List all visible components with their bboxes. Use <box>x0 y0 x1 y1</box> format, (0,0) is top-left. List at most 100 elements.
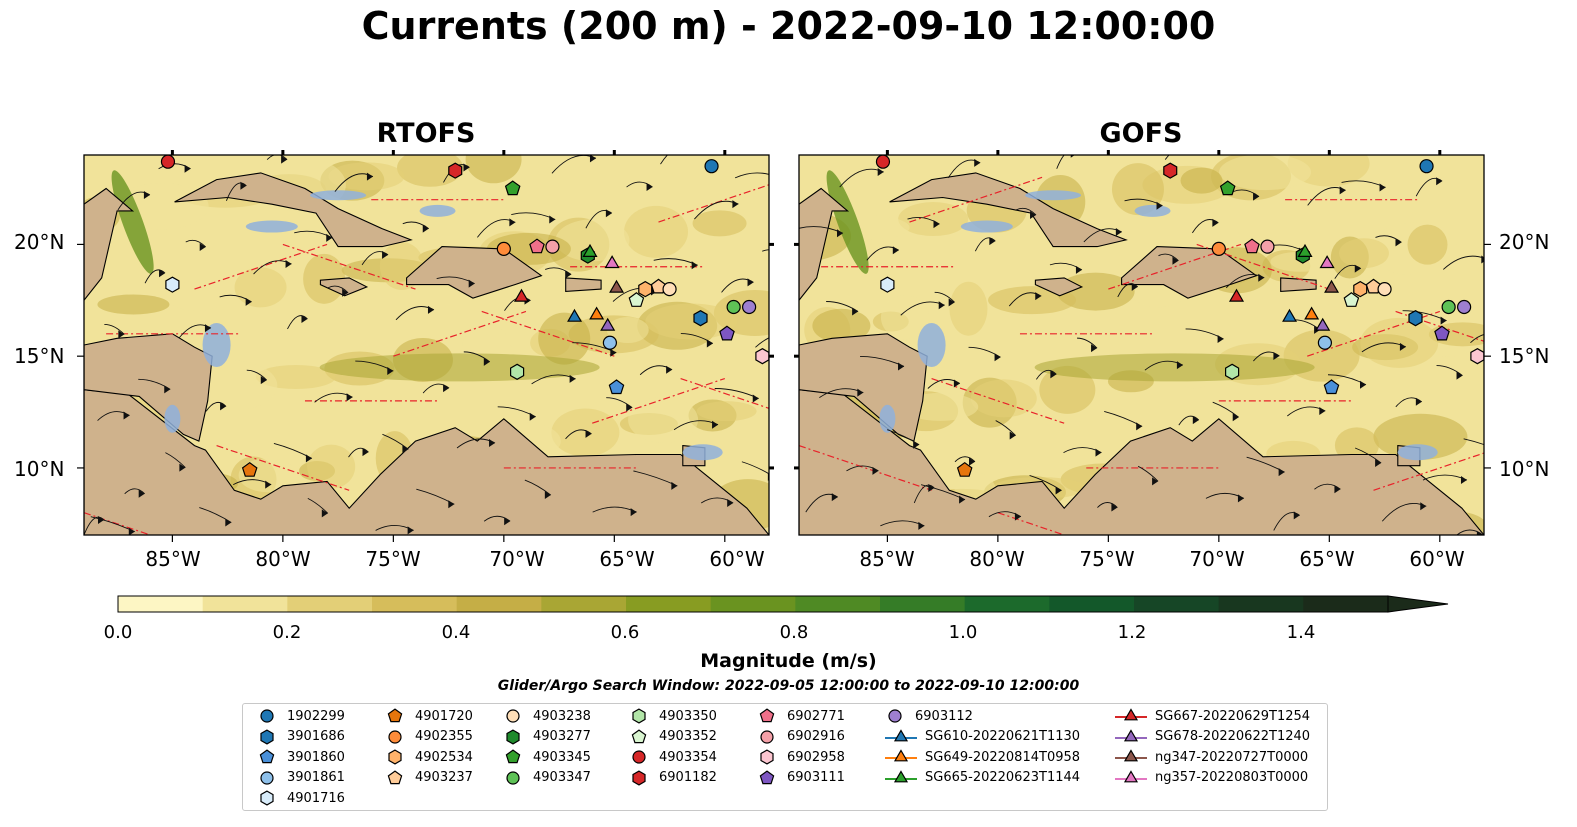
platform-marker-4903354 <box>160 154 176 169</box>
colorbar-segment <box>118 596 204 612</box>
legend-label: ng347-20220727T0000 <box>1155 749 1309 765</box>
legend-item: 4903277 <box>501 727 591 747</box>
platform-marker-1902299 <box>1419 159 1434 174</box>
legend-item: SG649-20220814T0958 <box>883 747 1080 767</box>
legend-label: 4903237 <box>415 770 473 785</box>
colorbar-segment <box>202 596 288 612</box>
platform-marker-SG678-20220622T1240 <box>600 317 616 331</box>
platform-marker-SG665-20220623T1144 <box>1297 243 1313 257</box>
legend-marker-4903354 <box>632 750 646 764</box>
legend-item: ng347-20220727T0000 <box>1113 747 1308 767</box>
legend-item: ng357-20220803T0000 <box>1113 768 1308 788</box>
legend-label: 4903350 <box>659 708 717 724</box>
lon-label-left-85: 85°W <box>145 547 201 571</box>
platform-marker-4903354 <box>875 154 891 169</box>
platform-marker-4903347 <box>1441 299 1456 315</box>
colorbar-segment <box>964 596 1050 612</box>
platform-marker-1902299 <box>704 159 719 174</box>
platform-marker-SG665-20220623T1144 <box>582 243 598 257</box>
legend-label: 4903345 <box>533 749 591 765</box>
lon-label-right-85: 85°W <box>859 547 915 571</box>
colorbar-tick-4: 0.8 <box>779 622 809 643</box>
legend-label: 3901861 <box>287 770 345 785</box>
legend-marker-4903237 <box>387 769 403 784</box>
legend-marker-ng347-20220727T0000 <box>1123 749 1139 762</box>
colorbar-segment <box>710 596 796 612</box>
lat-label-right-10: 10°N <box>1499 457 1550 481</box>
legend-item: SG610-20220621T1130 <box>883 727 1080 747</box>
platform-marker-6903111 <box>1434 325 1450 341</box>
legend-item: 3901861 <box>255 768 345 788</box>
legend-marker-3901860 <box>259 749 275 764</box>
platform-marker-4901720 <box>956 461 973 477</box>
lon-label-right-75: 75°W <box>1079 547 1135 571</box>
legend-marker-4903277 <box>506 728 520 745</box>
platform-marker-4901720 <box>241 461 258 477</box>
legend-label: 4901720 <box>415 708 473 724</box>
platform-marker-SG649-20220814T0958 <box>1304 306 1320 320</box>
platform-marker-6901182 <box>448 162 463 179</box>
platform-marker-4903345 <box>504 180 521 196</box>
platform-marker-3901861 <box>602 335 618 350</box>
lon-label-left-65: 65°W <box>599 547 655 571</box>
map-panels <box>77 150 1491 542</box>
legend-label: 3901686 <box>287 729 345 744</box>
legend-label: 4902355 <box>415 729 473 744</box>
colorbar-segment <box>1049 596 1135 612</box>
lat-label-right-15: 15°N <box>1499 344 1550 368</box>
lon-label-right-80: 80°W <box>969 547 1025 571</box>
legend-item: SG667-20220629T1254 <box>1113 706 1310 726</box>
lon-label-right-65: 65°W <box>1299 547 1355 571</box>
legend-item: 6902916 <box>755 727 845 747</box>
legend-marker-6901182 <box>632 769 646 786</box>
colorbar-tick-0: 0.0 <box>103 622 133 643</box>
colorbar-segment <box>541 596 627 612</box>
platform-marker-ng357-20220803T0000 <box>604 255 620 269</box>
legend-item: 4903345 <box>501 747 591 767</box>
legend-marker-4903238 <box>506 709 520 723</box>
platform-marker-6903112 <box>1457 299 1472 315</box>
legend-label: 6903111 <box>787 770 845 785</box>
legend-item: SG678-20220622T1240 <box>1113 727 1310 747</box>
legend-label: 6902771 <box>787 708 845 724</box>
legend-label: 4903347 <box>533 770 591 785</box>
platform-marker-6902771 <box>529 238 545 254</box>
legend-marker-3901861 <box>260 770 274 785</box>
legend-item: 6901182 <box>627 768 717 788</box>
legend-item: 4901720 <box>383 706 473 726</box>
legend-label: 4901716 <box>287 790 345 806</box>
legend-marker-4901720 <box>387 708 403 723</box>
colorbar-segment <box>1134 596 1220 612</box>
legend-item: 4903350 <box>627 706 717 726</box>
platform-marker-ng357-20220803T0000 <box>1319 255 1335 269</box>
legend-item: 6903112 <box>883 706 973 726</box>
platform-marker-4902355 <box>496 241 511 256</box>
lat-label-right-20: 20°N <box>1499 230 1550 254</box>
lon-label-left-60: 60°W <box>709 547 765 571</box>
legend-label: 1902299 <box>287 708 345 724</box>
legend-marker-4903347 <box>506 770 520 785</box>
legend-item: 3901686 <box>255 727 345 747</box>
legend-item: 6903111 <box>755 768 845 788</box>
colorbar-tick-7: 1.4 <box>1286 622 1316 643</box>
legend-item: 4902355 <box>383 727 473 747</box>
legend-marker-4903345 <box>505 749 521 764</box>
panel-title-gofs: GOFS <box>1099 118 1183 149</box>
platform-marker-SG667-20220629T1254 <box>1228 288 1245 302</box>
colorbar-tick-3: 0.6 <box>610 622 640 643</box>
platform-marker-4901716 <box>165 276 180 293</box>
platform-marker-3901860 <box>608 379 625 395</box>
platform-marker-6903111 <box>719 325 735 341</box>
panel-title-rtofs: RTOFS <box>376 118 476 149</box>
legend-item: 6902771 <box>755 706 845 726</box>
legend-marker-1902299 <box>260 709 274 723</box>
platform-marker-6902958 <box>755 348 770 365</box>
platform-marker-4903352 <box>628 292 645 307</box>
lon-label-left-80: 80°W <box>255 547 311 571</box>
legend-label: ng357-20220803T0000 <box>1155 770 1309 785</box>
lon-label-left-70: 70°W <box>489 547 545 571</box>
platform-marker-4903350 <box>510 363 525 380</box>
legend-label: 4902534 <box>415 749 473 765</box>
colorbar-label: Magnitude (m/s) <box>700 650 877 672</box>
legend-marker-4901716 <box>260 790 274 806</box>
